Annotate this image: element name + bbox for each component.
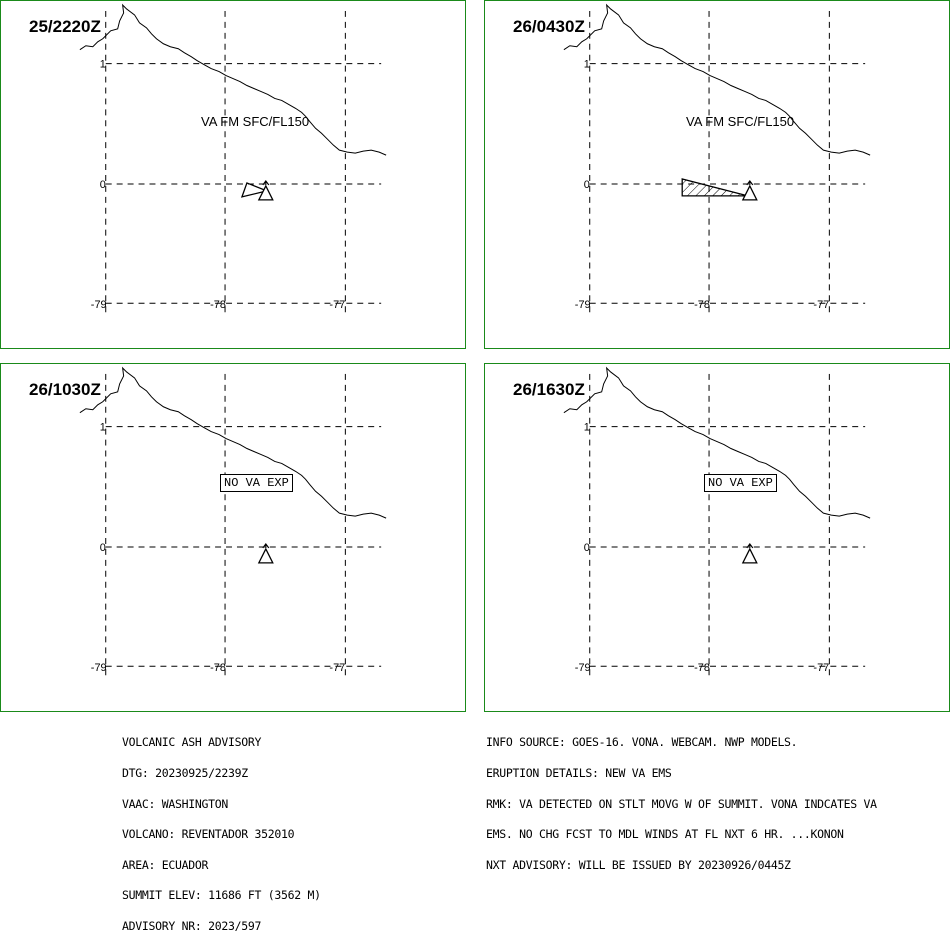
- panel-time-label: 26/1630Z: [513, 380, 585, 399]
- volcano-cone: [741, 547, 758, 564]
- advisory-line: VOLCANO: REVENTADOR 352010: [122, 827, 295, 842]
- map-panel-1: 1 0 -79 -78 -77 25/2220Z VA FM SFC/FL150: [0, 0, 466, 349]
- advisory-line: NXT ADVISORY: WILL BE ISSUED BY 20230926…: [486, 857, 791, 872]
- lon-tick-79: -79: [575, 662, 591, 674]
- lon-tick-77: -77: [813, 299, 829, 311]
- ash-level-label: VA FM SFC/FL150: [686, 114, 795, 129]
- volcano-cone: [257, 184, 274, 201]
- volcano-plume: [746, 179, 754, 186]
- map-canvas: 1 0 -79 -78 -77: [79, 366, 387, 681]
- advisory-line: EMS. NO CHG FCST TO MDL WINDS AT FL NXT …: [486, 827, 844, 842]
- volcano-plume: [746, 542, 754, 549]
- map-panel-4: 1 0 -79 -78 -77 26/1630Z NO VA EXP: [484, 363, 950, 712]
- advisory-line: ERUPTION DETAILS: NEW VA EMS: [486, 766, 672, 780]
- map-canvas: 1 0 -79 -78 -77: [563, 366, 871, 681]
- volcano-cone: [257, 547, 274, 564]
- coastline: [563, 3, 871, 156]
- advisory-right-text: INFO SOURCE: GOES-16. VONA. WEBCAM. NWP …: [486, 717, 877, 880]
- volcano-plume: [262, 179, 270, 186]
- lon-tick-77: -77: [329, 662, 345, 674]
- no-va-label: NO VA EXP: [704, 474, 777, 492]
- ash-level-label: VA FM SFC/FL150: [201, 114, 310, 129]
- advisory-left-text: VOLCANIC ASH ADVISORY DTG: 20230925/2239…: [122, 717, 321, 941]
- lon-tick-78: -78: [210, 299, 226, 311]
- advisory-line: SUMMIT ELEV: 11686 FT (3562 M): [122, 888, 321, 903]
- volcano-triangle-icon: [741, 179, 758, 201]
- advisory-line: ADVISORY NR: 2023/597: [122, 918, 262, 933]
- lat-tick-0: 0: [100, 542, 106, 554]
- lon-tick-79: -79: [575, 299, 591, 311]
- lon-tick-77: -77: [813, 662, 829, 674]
- lat-tick-1: 1: [584, 59, 590, 71]
- advisory-line: DTG: 20230925/2239Z: [122, 766, 248, 780]
- coastline: [79, 3, 387, 156]
- ash-cloud-icon: [681, 178, 748, 197]
- coastline: [563, 366, 871, 519]
- volcano-cone: [741, 184, 758, 201]
- advisory-line: RMK: VA DETECTED ON STLT MOVG W OF SUMMI…: [486, 796, 877, 811]
- volcano-triangle-icon: [257, 179, 274, 201]
- ash-cloud-icon: [240, 182, 269, 198]
- advisory-line: AREA: ECUADOR: [122, 857, 209, 872]
- map-panel-2: 1 0 -79 -78 -77 26/0430Z VA FM SFC/FL150: [484, 0, 950, 349]
- lon-tick-78: -78: [210, 662, 226, 674]
- map-canvas: 1 0 -79 -78 -77: [563, 3, 871, 318]
- coastline: [79, 366, 387, 519]
- advisory-line: VAAC: WASHINGTON: [122, 796, 228, 811]
- no-va-label: NO VA EXP: [220, 474, 293, 492]
- lon-tick-79: -79: [91, 299, 107, 311]
- volcano-plume: [262, 542, 270, 549]
- advisory-line: INFO SOURCE: GOES-16. VONA. WEBCAM. NWP …: [486, 735, 798, 750]
- lat-tick-0: 0: [100, 179, 106, 191]
- panel-time-label: 25/2220Z: [29, 17, 101, 36]
- lon-tick-77: -77: [329, 299, 345, 311]
- lat-tick-0: 0: [584, 542, 590, 554]
- lon-tick-78: -78: [694, 662, 710, 674]
- lat-tick-1: 1: [100, 422, 106, 434]
- lat-tick-0: 0: [584, 179, 590, 191]
- lat-tick-1: 1: [584, 422, 590, 434]
- panel-time-label: 26/0430Z: [513, 17, 585, 36]
- lon-tick-79: -79: [91, 662, 107, 674]
- map-panel-3: 1 0 -79 -78 -77 26/1030Z NO VA EXP: [0, 363, 466, 712]
- lon-tick-78: -78: [694, 299, 710, 311]
- volcano-triangle-icon: [741, 542, 758, 564]
- volcano-triangle-icon: [257, 542, 274, 564]
- advisory-line: VOLCANIC ASH ADVISORY: [122, 735, 262, 750]
- lat-tick-1: 1: [100, 59, 106, 71]
- panel-time-label: 26/1030Z: [29, 380, 101, 399]
- map-canvas: 1 0 -79 -78 -77: [79, 3, 387, 318]
